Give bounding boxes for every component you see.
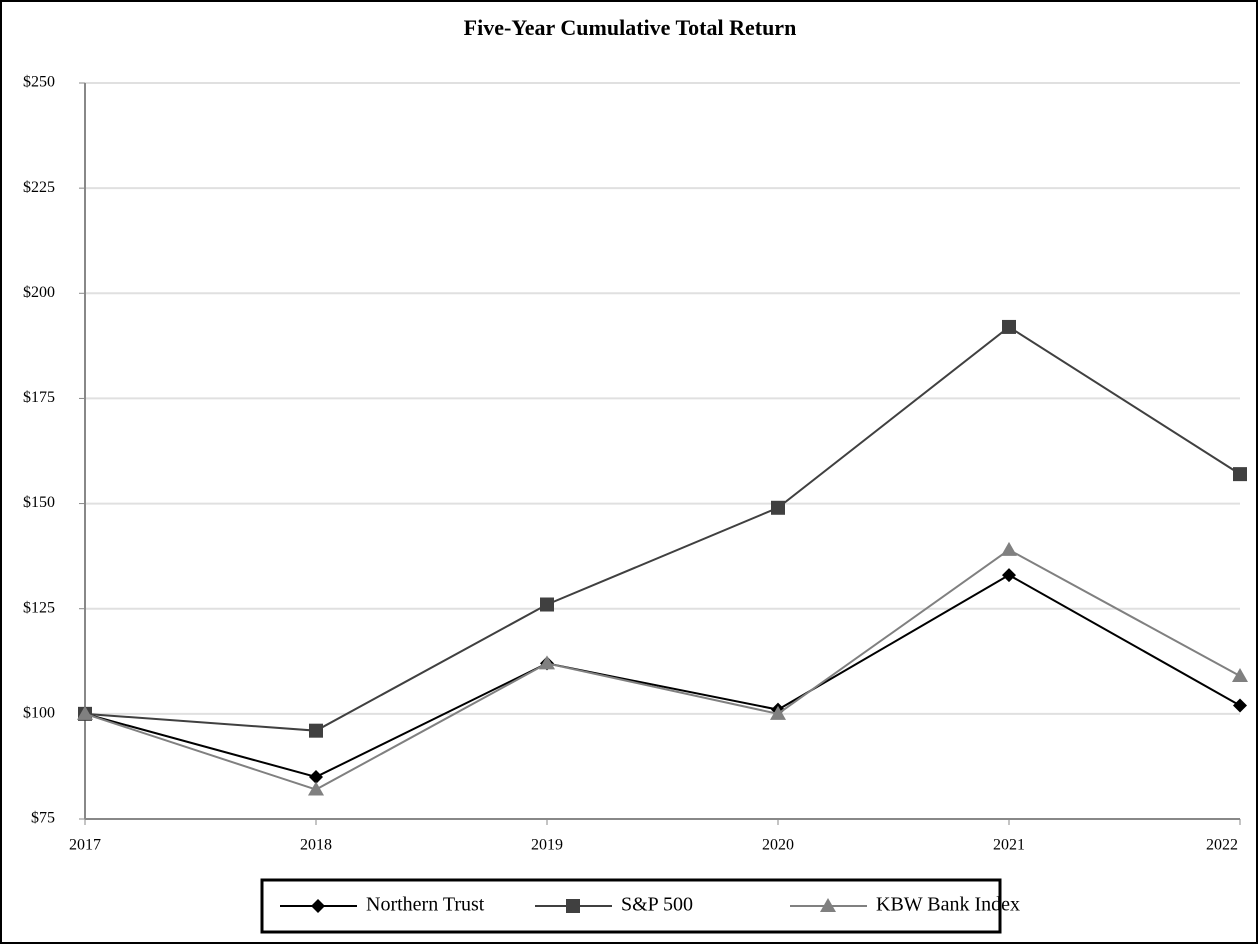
marker [1233, 467, 1247, 482]
y-tick-label: $225 [23, 179, 55, 196]
legend-label: Northern Trust [366, 894, 485, 916]
y-tick-label: $75 [31, 810, 55, 827]
marker [311, 899, 325, 913]
marker [308, 781, 324, 796]
marker [1002, 319, 1016, 334]
x-tick-label: 2022 [1206, 837, 1238, 854]
marker [309, 769, 323, 784]
x-tick-label: 2020 [762, 837, 794, 854]
x-tick-label: 2019 [531, 837, 563, 854]
x-tick-label: 2018 [300, 837, 332, 854]
chart-title: Five-Year Cumulative Total Return [464, 15, 797, 40]
y-tick-label: $175 [23, 389, 55, 406]
x-tick-label: 2021 [993, 837, 1025, 854]
legend-label: S&P 500 [621, 894, 693, 916]
marker [540, 597, 554, 612]
marker [1001, 541, 1017, 556]
marker [1232, 668, 1248, 683]
marker [770, 705, 786, 720]
y-tick-label: $100 [23, 705, 55, 722]
y-tick-label: $200 [23, 284, 55, 301]
marker [309, 723, 323, 738]
x-tick-label: 2017 [69, 837, 101, 854]
marker [771, 500, 785, 515]
marker [539, 655, 555, 670]
y-tick-label: $150 [23, 494, 55, 511]
marker [820, 898, 836, 912]
y-tick-label: $125 [23, 599, 55, 616]
marker [1233, 698, 1247, 713]
legend-box [260, 878, 1002, 934]
legend-label: KBW Bank Index [876, 894, 1020, 916]
series-line [84, 325, 1241, 732]
marker [566, 899, 580, 913]
series-line [84, 573, 1241, 779]
marker [1002, 568, 1016, 583]
y-tick-label: $250 [23, 74, 55, 91]
series-line [84, 548, 1241, 791]
marker [77, 705, 93, 720]
